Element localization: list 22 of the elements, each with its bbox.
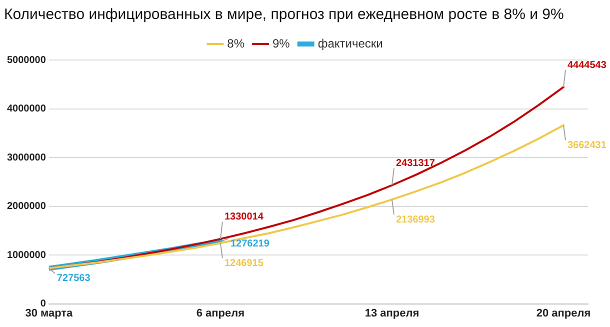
y-tick-label: 0 [40,298,46,310]
y-tick-label: 1000000 [6,250,46,261]
data-label: 4444543 [567,60,607,71]
data-label: 1276219 [230,238,270,250]
x-tick-label: 30 марта [25,307,74,320]
chart-title: Количество инфицированных в мире, прогноз при ежедневном росте в 8% и 9% [4,6,564,24]
data-label: 1330014 [224,212,264,223]
y-tick-label: 5000000 [6,54,46,66]
data-label: 2431317 [396,158,436,169]
x-tick-label: 6 апреля [196,307,245,320]
y-tick-label: 2000000 [6,201,46,212]
x-tick-label: 13 апреля [364,307,420,320]
data-label: 1246915 [224,258,264,269]
x-tick-label: 20 апреля [536,307,591,320]
y-tick-label: 3000000 [6,152,46,164]
data-label: 3662431 [567,140,607,151]
legend-label: 8% [227,36,245,50]
legend-label: фактически [318,36,383,50]
legend-label: 9% [272,36,290,50]
data-label: 2136993 [396,214,436,226]
data-label: 727563 [56,273,91,284]
y-tick-label: 4000000 [6,104,46,115]
